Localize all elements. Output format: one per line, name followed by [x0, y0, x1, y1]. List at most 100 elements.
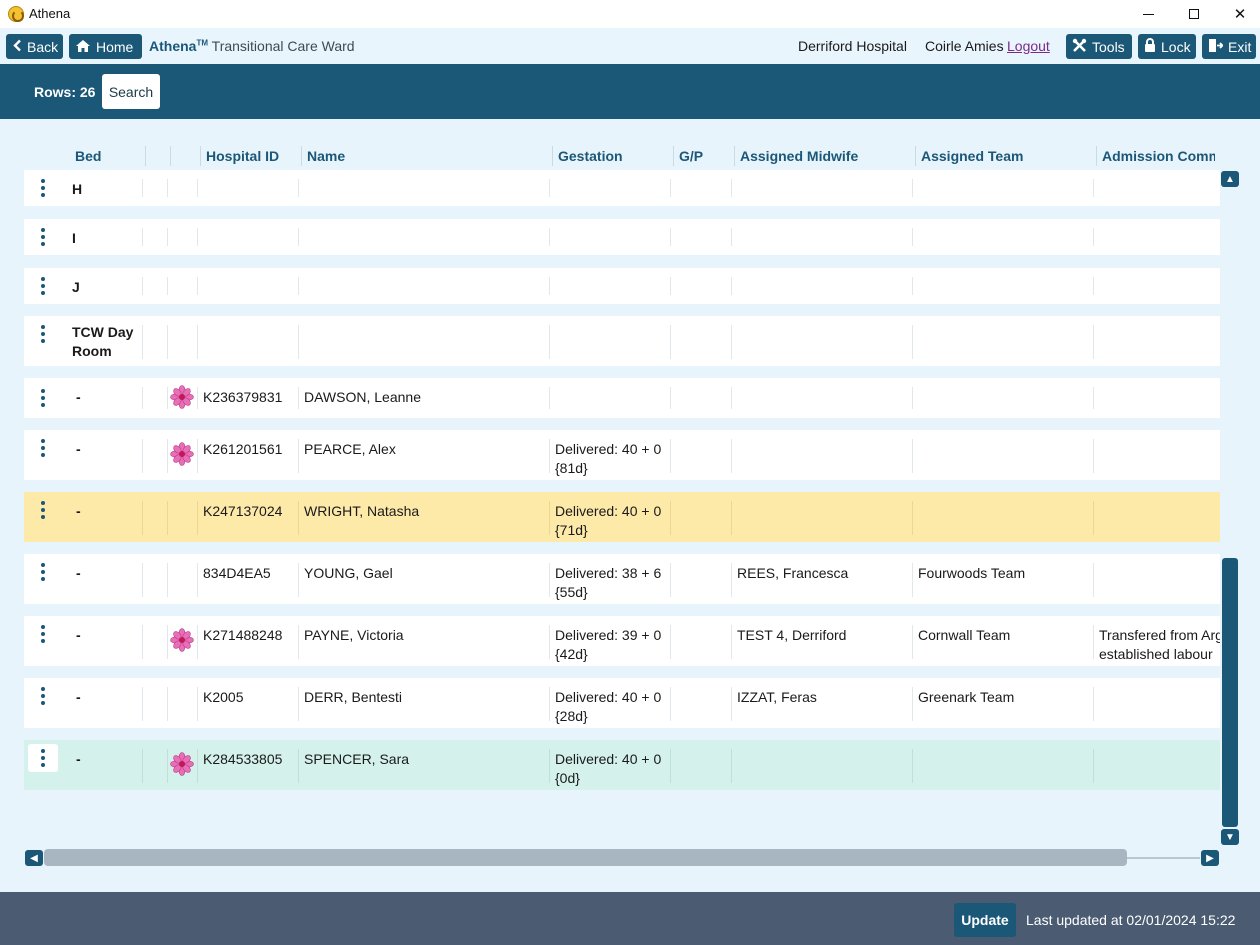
cell-divider: [670, 179, 671, 197]
row-menu-button[interactable]: [28, 558, 58, 586]
row-menu-button[interactable]: [28, 272, 58, 300]
exit-icon: [1208, 38, 1224, 55]
row-menu-button[interactable]: [28, 496, 58, 524]
kebab-menu-icon: [41, 325, 45, 343]
gestation-cell: Delivered: 40 + 0 {0d}: [555, 750, 661, 788]
patient-name-cell: PEARCE, Alex: [304, 441, 396, 457]
cell-divider: [197, 749, 198, 783]
table-row[interactable]: - K284533805 SPENCER, Sara Delivered: 40…: [24, 740, 1220, 790]
cell-divider: [912, 228, 913, 246]
column-header-admission-comments[interactable]: Admission Comm: [1102, 148, 1215, 164]
gestation-days: {28d}: [555, 708, 588, 724]
row-menu-button[interactable]: [28, 434, 58, 462]
cell-divider: [298, 277, 299, 295]
cell-divider: [197, 625, 198, 659]
cell-divider: [197, 387, 198, 409]
cell-divider: [912, 687, 913, 721]
horizontal-scrollbar-thumb[interactable]: [44, 849, 1127, 866]
lock-icon: [1144, 38, 1156, 55]
column-header-gestation[interactable]: Gestation: [558, 148, 623, 164]
maximize-button[interactable]: [1171, 0, 1217, 28]
table-row[interactable]: - K247137024 WRIGHT, Natasha Delivered: …: [24, 492, 1220, 542]
close-button[interactable]: ✕: [1217, 0, 1260, 28]
hospital-id-cell: K236379831: [203, 389, 283, 405]
scroll-down-button[interactable]: ▼: [1221, 829, 1239, 845]
bed-cell: I: [72, 230, 76, 246]
row-menu-button[interactable]: [28, 384, 58, 412]
table-row[interactable]: - K2005 DERR, Bentesti Delivered: 40 + 0…: [24, 678, 1220, 728]
scroll-up-button[interactable]: ▲: [1221, 171, 1239, 187]
column-header-gp[interactable]: G/P: [679, 148, 704, 164]
cell-divider: [1093, 325, 1094, 359]
table-row[interactable]: - K236379831 DAWSON, Leanne: [24, 378, 1220, 418]
admission-comment-line: established labour: [1099, 646, 1213, 662]
page-title: AthenaTM Transitional Care Ward: [149, 38, 355, 54]
table-row[interactable]: - K261201561 PEARCE, Alex Delivered: 40 …: [24, 430, 1220, 480]
column-header-assigned-midwife[interactable]: Assigned Midwife: [740, 148, 859, 164]
gestation-cell: Delivered: 40 + 0 {28d}: [555, 688, 661, 726]
cell-divider: [731, 228, 732, 246]
admission-comment-cell: Transfered from Arg established labour: [1099, 626, 1220, 664]
cell-divider: [197, 228, 198, 246]
table-row[interactable]: - K271488248 PAYNE, Victoria Delivered: …: [24, 616, 1220, 666]
table-row[interactable]: H: [24, 170, 1220, 206]
home-button[interactable]: Home: [69, 34, 142, 59]
scroll-right-button[interactable]: ▶: [1201, 850, 1219, 866]
assigned-team-cell: Greenark Team: [918, 689, 1015, 705]
cell-divider: [1093, 563, 1094, 597]
cell-divider: [142, 277, 143, 295]
cell-divider: [549, 439, 550, 473]
row-menu-button[interactable]: [28, 620, 58, 648]
kebab-menu-icon: [41, 179, 45, 197]
gestation-value: Delivered: 38 + 6: [555, 565, 662, 581]
table-row[interactable]: - 834D4EA5 YOUNG, Gael Delivered: 38 + 6…: [24, 554, 1220, 604]
column-header-bed[interactable]: Bed: [75, 148, 102, 164]
table-row[interactable]: J: [24, 268, 1220, 304]
column-header-hospital-id[interactable]: Hospital ID: [206, 148, 280, 164]
row-menu-button[interactable]: [28, 744, 58, 772]
bed-cell: -: [76, 689, 81, 705]
cell-divider: [549, 625, 550, 659]
vertical-scrollbar-thumb[interactable]: [1222, 558, 1238, 827]
table-row[interactable]: I: [24, 219, 1220, 255]
kebab-menu-icon: [41, 228, 45, 246]
exit-button[interactable]: Exit: [1202, 34, 1256, 59]
cell-divider: [731, 325, 732, 359]
chevron-down-icon: ▼: [1225, 831, 1235, 843]
column-divider: [170, 146, 171, 166]
cell-divider: [142, 325, 143, 359]
minimize-button[interactable]: [1125, 0, 1171, 28]
row-menu-button[interactable]: [28, 174, 58, 202]
scroll-left-button[interactable]: ◀: [25, 850, 43, 866]
tools-button[interactable]: Tools: [1066, 34, 1132, 59]
back-label: Back: [27, 38, 59, 55]
gestation-days: {55d}: [555, 584, 588, 600]
patient-name-cell: DERR, Bentesti: [304, 689, 403, 705]
footer-bar: Update Last updated at 02/01/2024 15:22: [0, 892, 1260, 945]
cell-divider: [731, 277, 732, 295]
cell-divider: [197, 179, 198, 197]
row-menu-button[interactable]: [28, 223, 58, 251]
cell-divider: [167, 179, 168, 197]
cell-divider: [142, 563, 143, 597]
cell-divider: [298, 228, 299, 246]
column-header-assigned-team[interactable]: Assigned Team: [921, 148, 1024, 164]
cell-divider: [298, 439, 299, 473]
gestation-days: {81d}: [555, 460, 588, 476]
back-button[interactable]: Back: [6, 34, 63, 59]
update-button[interactable]: Update: [954, 903, 1016, 937]
search-button[interactable]: Search: [102, 74, 160, 109]
cell-divider: [197, 563, 198, 597]
column-header-name[interactable]: Name: [307, 148, 346, 164]
last-updated-text: Last updated at 02/01/2024 15:22: [1026, 912, 1236, 928]
cell-divider: [298, 687, 299, 721]
app-header: Back Home AthenaTM Transitional Care War…: [0, 28, 1260, 64]
row-menu-button[interactable]: [28, 682, 58, 710]
cell-divider: [298, 387, 299, 409]
table-row[interactable]: TCW Day Room: [24, 316, 1220, 366]
lock-button[interactable]: Lock: [1138, 34, 1196, 59]
brand-name: Athena: [149, 38, 197, 54]
logout-link[interactable]: Logout: [1007, 38, 1050, 54]
chevron-left-icon: ◀: [30, 852, 38, 864]
row-menu-button[interactable]: [28, 320, 58, 348]
